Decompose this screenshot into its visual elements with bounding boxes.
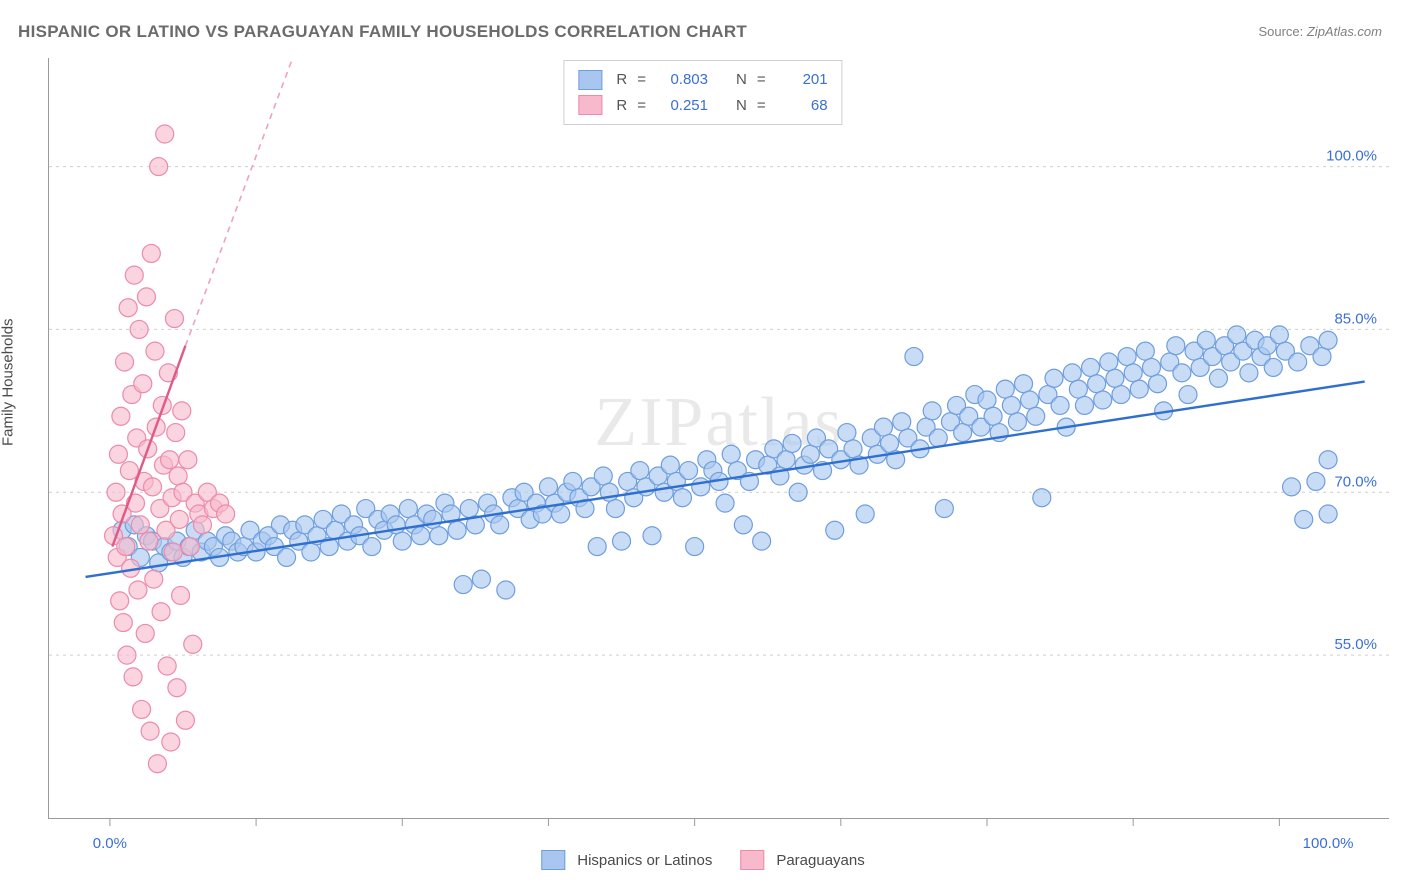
source-value: ZipAtlas.com — [1307, 24, 1382, 39]
legend-row-1: R = 0.251 N = 68 — [578, 93, 827, 119]
legend-correlation-box: R = 0.803 N = 201 R = 0.251 N = 68 — [563, 60, 842, 125]
legend-series-1: Paraguayans — [740, 850, 864, 870]
source-attribution: Source: ZipAtlas.com — [1258, 24, 1382, 39]
scatter-plot-svg: 55.0%70.0%85.0%100.0%0.0%100.0% — [49, 58, 1389, 818]
legend-series-box: Hispanics or Latinos Paraguayans — [541, 850, 864, 870]
legend-series-swatch-1 — [740, 850, 764, 870]
legend-swatch-0 — [578, 70, 602, 90]
legend-row-0: R = 0.803 N = 201 — [578, 67, 827, 93]
svg-text:0.0%: 0.0% — [93, 835, 127, 852]
equals-icon: = — [757, 93, 766, 119]
legend-n-value-1: 68 — [776, 93, 828, 119]
plot-area: ZIPatlas 55.0%70.0%85.0%100.0%0.0%100.0% — [48, 58, 1389, 819]
svg-text:70.0%: 70.0% — [1334, 473, 1377, 490]
legend-n-label-0: N — [736, 67, 747, 93]
equals-icon: = — [637, 93, 646, 119]
legend-r-label-1: R — [616, 93, 627, 119]
y-axis-title: Family Households — [0, 318, 17, 446]
legend-r-value-1: 0.251 — [656, 93, 708, 119]
legend-series-0: Hispanics or Latinos — [541, 850, 712, 870]
equals-icon: = — [757, 67, 766, 93]
legend-r-label-0: R — [616, 67, 627, 93]
equals-icon: = — [637, 67, 646, 93]
svg-text:100.0%: 100.0% — [1326, 148, 1377, 165]
chart-title: HISPANIC OR LATINO VS PARAGUAYAN FAMILY … — [18, 22, 747, 42]
chart-container: HISPANIC OR LATINO VS PARAGUAYAN FAMILY … — [0, 0, 1406, 892]
legend-n-value-0: 201 — [776, 67, 828, 93]
legend-series-swatch-0 — [541, 850, 565, 870]
svg-text:55.0%: 55.0% — [1334, 636, 1377, 653]
legend-n-label-1: N — [736, 93, 747, 119]
legend-series-label-1: Paraguayans — [776, 852, 864, 869]
legend-swatch-1 — [578, 95, 602, 115]
svg-text:100.0%: 100.0% — [1303, 835, 1354, 852]
legend-series-label-0: Hispanics or Latinos — [577, 852, 712, 869]
source-label: Source: — [1258, 24, 1306, 39]
legend-r-value-0: 0.803 — [656, 67, 708, 93]
svg-text:85.0%: 85.0% — [1334, 310, 1377, 327]
